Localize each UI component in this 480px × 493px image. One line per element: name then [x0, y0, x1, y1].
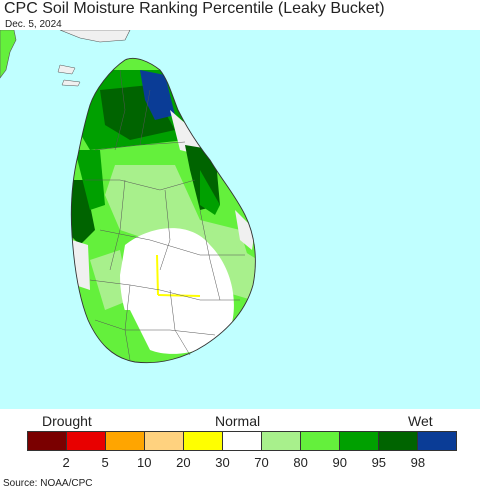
legend-drought-label: Drought	[42, 413, 92, 429]
map-title: CPC Soil Moisture Ranking Percentile (Le…	[4, 0, 385, 17]
legend-tick-label: 2	[62, 455, 70, 470]
legend-swatch	[28, 432, 67, 450]
legend-swatch	[106, 432, 145, 450]
legend-tick-label: 98	[410, 455, 426, 470]
legend-swatch	[340, 432, 379, 450]
map-date: Dec. 5, 2024	[5, 19, 62, 30]
jaffna-islands	[57, 64, 81, 87]
legend-tick-label: 10	[137, 455, 152, 470]
legend-wet-label: Wet	[408, 413, 433, 429]
soil-moisture-map	[0, 30, 480, 409]
legend-swatch	[301, 432, 340, 450]
district-boundaries	[85, 69, 245, 361]
legend-tick-label: 5	[101, 455, 109, 470]
india-coast	[0, 30, 17, 79]
source-credit: Source: NOAA/CPC	[3, 478, 93, 489]
india-coast-north	[59, 30, 131, 43]
legend-swatch	[145, 432, 184, 450]
legend-color-bar	[27, 431, 457, 451]
legend-tick-label: 95	[371, 455, 387, 470]
legend-tick-label: 90	[332, 455, 347, 470]
legend-tick-label: 70	[254, 455, 269, 470]
island-outline	[70, 57, 256, 364]
legend-swatch	[418, 432, 456, 450]
legend-swatch	[379, 432, 418, 450]
legend-tick-label: 20	[176, 455, 191, 470]
island-shading	[71, 58, 256, 363]
legend-swatch	[184, 432, 223, 450]
legend-normal-label: Normal	[215, 413, 261, 429]
legend-tick-label: 30	[215, 455, 230, 470]
legend-tick-label: 80	[293, 455, 308, 470]
legend-swatch	[262, 432, 301, 450]
legend-swatch	[223, 432, 262, 450]
legend-swatch	[67, 432, 106, 450]
